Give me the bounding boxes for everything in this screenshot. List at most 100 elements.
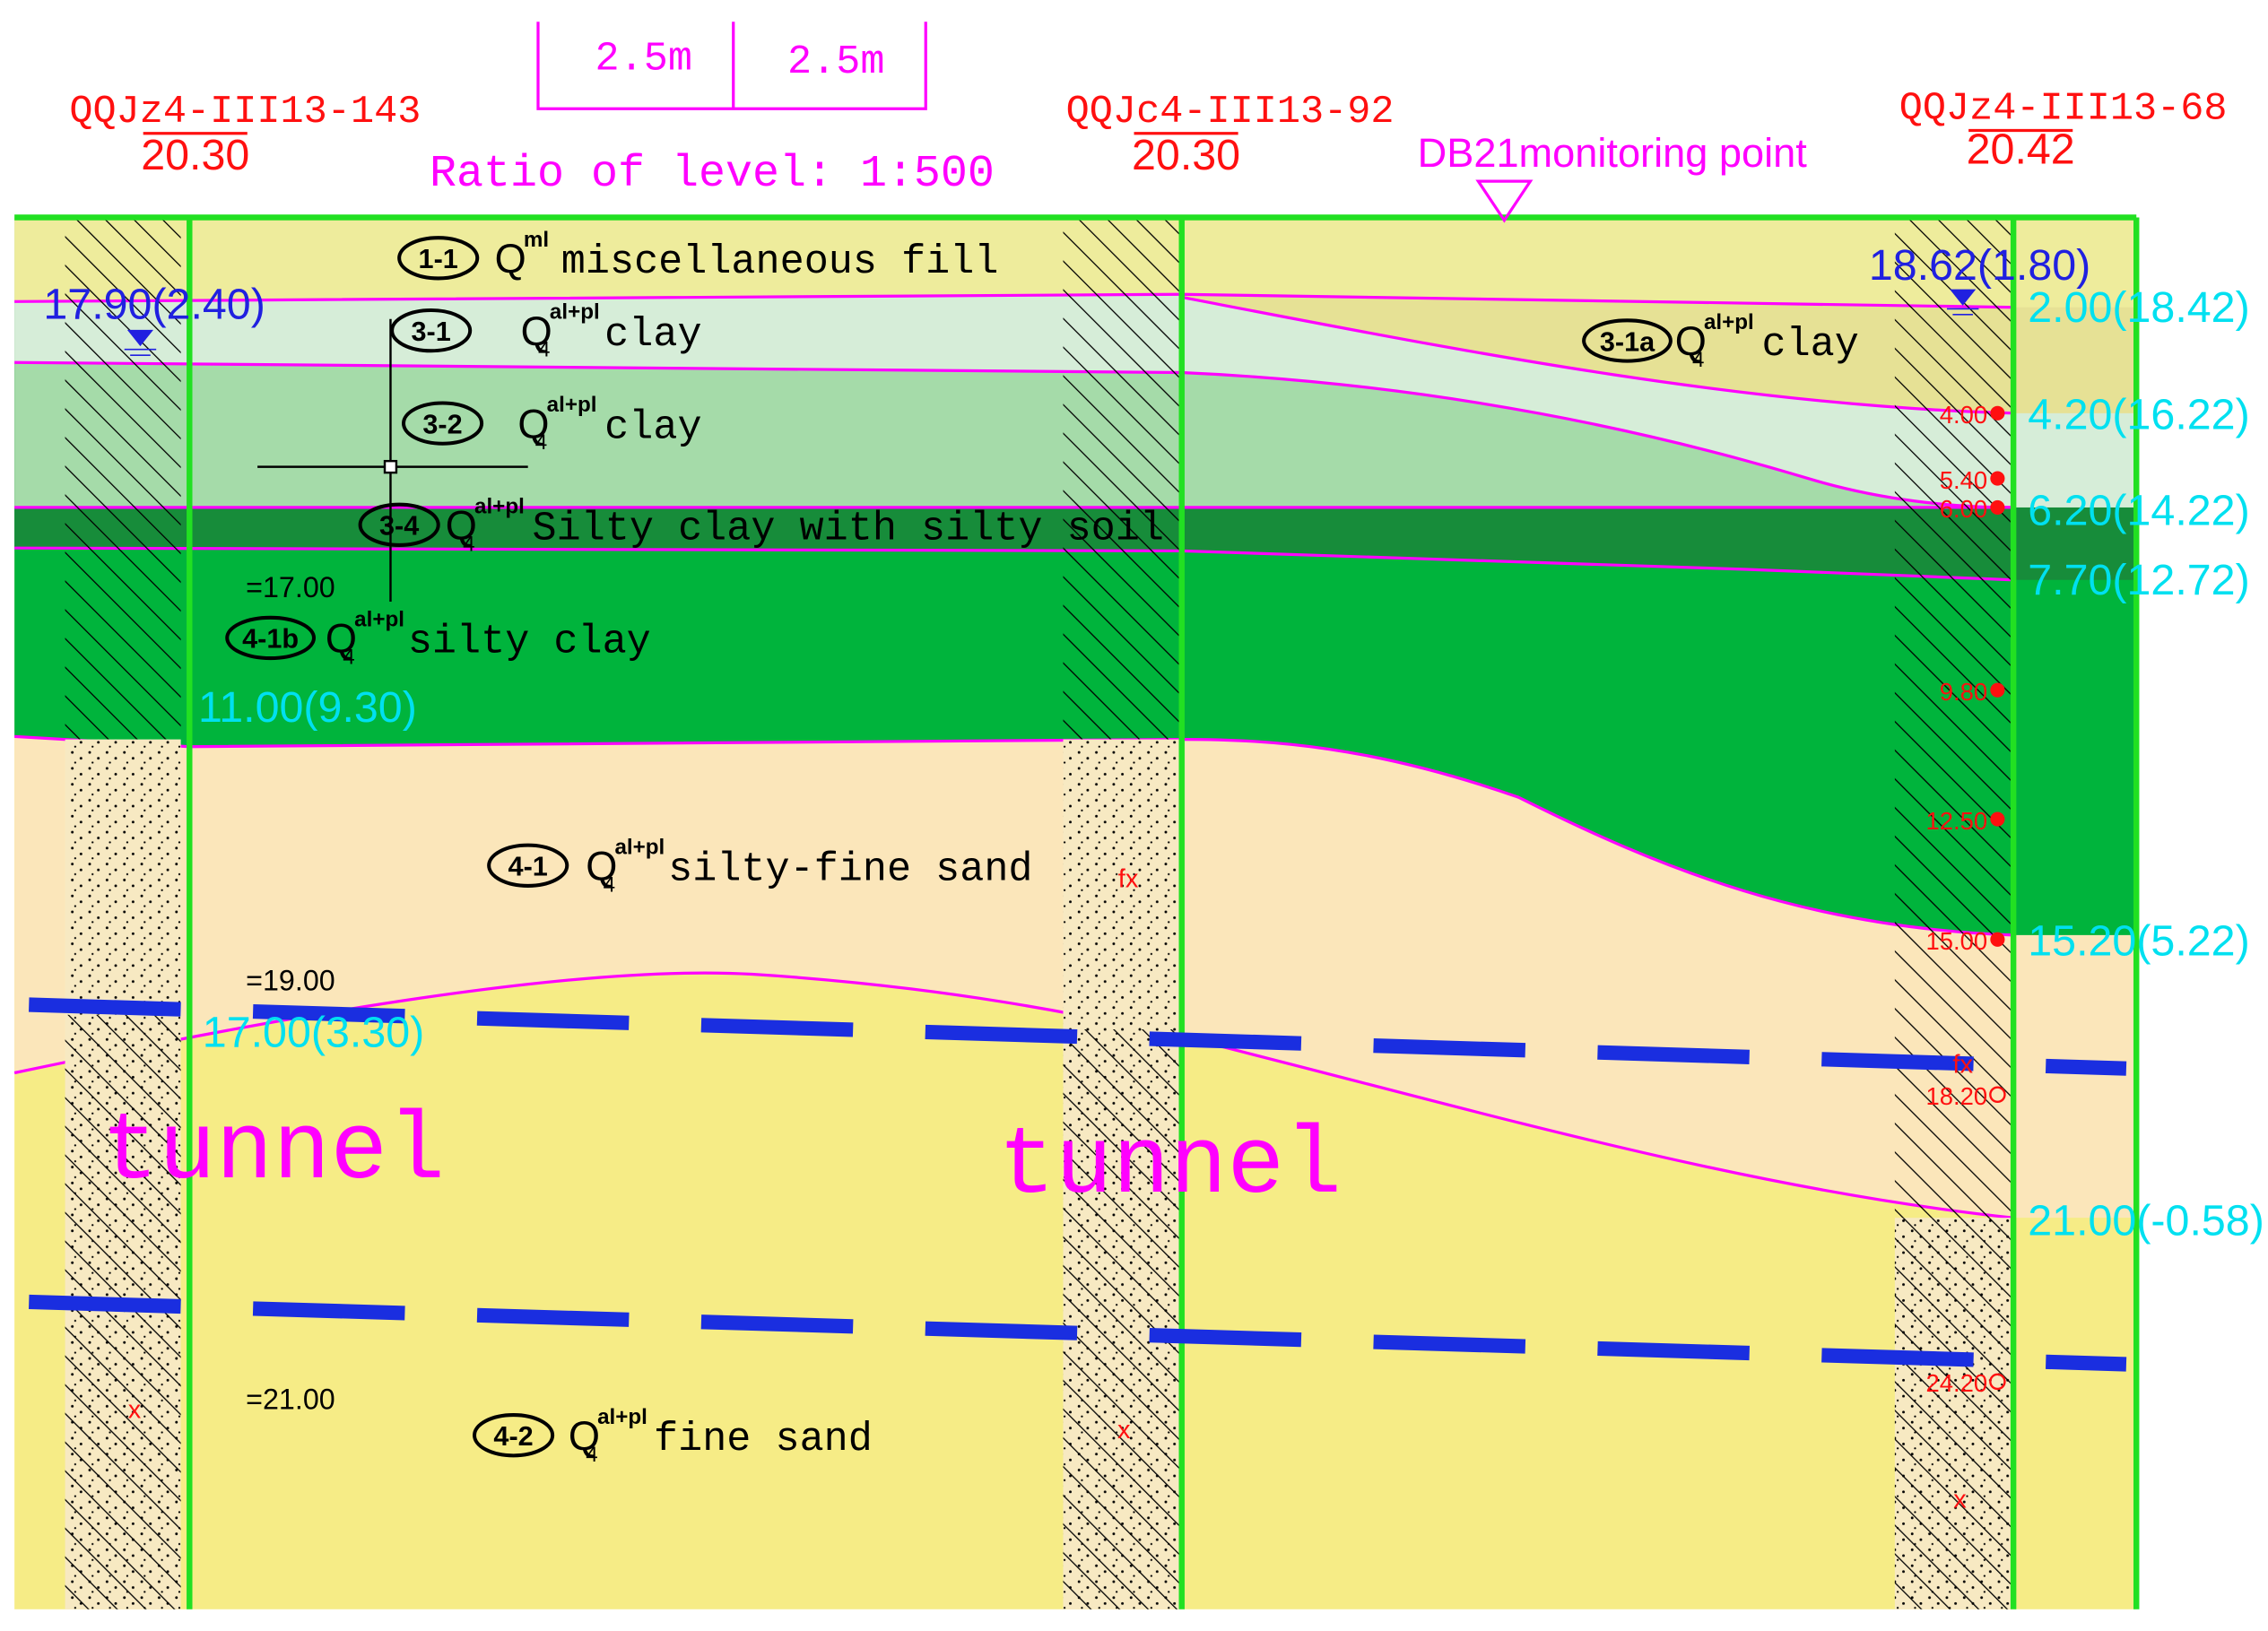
layer-age: Q4al+pl [1675, 310, 1754, 372]
age-superscript: ml [524, 228, 549, 252]
age-symbol: Q [586, 843, 617, 889]
sample-depth: 5.40 [1940, 466, 1987, 494]
tunnel-outline [29, 997, 2127, 1372]
age-subscript: 4 [535, 430, 547, 455]
age-superscript: al+pl [547, 393, 597, 417]
age-superscript: al+pl [354, 607, 404, 631]
layer-name: clay [604, 403, 701, 450]
depth-annotation: 17.00(3.30) [203, 1008, 424, 1056]
layer-code: 3-4 [379, 510, 419, 542]
layer-depth: 6.20(14.22) [2028, 486, 2249, 534]
layer-depth: 7.70(12.72) [2028, 556, 2249, 604]
layer-age: Q4al+pl [326, 607, 404, 669]
layer-code-ring [397, 236, 480, 281]
layer-code: 3-1a [1600, 325, 1655, 357]
layer-label: 4-1b Q4al+pl silty clay [225, 607, 651, 670]
sample-points [1989, 405, 2006, 1391]
layer-label: 3-1 Q4al+pl clay [390, 300, 702, 362]
sample-marker: x [1117, 1416, 1131, 1444]
age-superscript: al+pl [474, 494, 525, 518]
layer-depth: 2.00(18.42) [2028, 283, 2249, 332]
sample-depth: 24.20 [1926, 1369, 1988, 1397]
layer-code-ring [401, 401, 484, 446]
borehole-id: QQJz4-III13-68 [1899, 88, 2228, 132]
scale-bar [536, 22, 927, 110]
age-superscript: al+pl [1704, 310, 1754, 334]
crosshair [257, 318, 528, 603]
layer-depth: 4.20(16.22) [2028, 391, 2249, 439]
layer-label: 3-1a Q4al+pl clay [1582, 310, 1859, 372]
age-superscript: al+pl [597, 1405, 647, 1429]
layer-age: Q4 al+pl [586, 835, 665, 897]
scale-label: 2.5m [595, 36, 692, 82]
frame [14, 214, 2140, 1609]
water-level: 18.62(1.80) [1869, 241, 2090, 290]
layer-code-ring [225, 615, 317, 661]
layer-label: 3-4 Q4al+pl Silty clay with silty soil [358, 494, 1164, 556]
layer-code-ring [358, 502, 440, 547]
layer-code-ring [487, 843, 569, 888]
layer-label: 3-2 Q4al+pl clay [401, 393, 702, 455]
age-symbol: Q [521, 308, 552, 354]
age-subscript: 4 [538, 338, 550, 362]
age-subscript: 4 [343, 646, 354, 670]
water-level: 17.90(2.40) [43, 281, 265, 329]
layer-age: Q4al+pl [569, 1405, 647, 1467]
age-subscript: 4 [463, 532, 474, 556]
sample-marker: x [1953, 1486, 1967, 1514]
sample-depth: 15.00 [1926, 927, 1988, 955]
scale-ratio: Ratio of level: 1:500 [430, 149, 995, 200]
age-subscript: 4 [604, 872, 615, 897]
water-level-symbol [124, 289, 1979, 356]
sample-depth: 12.50 [1926, 807, 1988, 835]
layer-boundaries [13, 292, 2014, 1219]
borehole-elevation: 20.30 [141, 131, 249, 179]
layer-name: silty clay [408, 619, 651, 665]
borehole-id: QQJz4-III13-143 [69, 91, 421, 134]
layer-code: 4-1b [242, 623, 299, 655]
age-subscript: 4 [586, 1443, 597, 1467]
layer-age: Qml [495, 228, 549, 282]
age-symbol: Q [446, 502, 477, 548]
borehole-id: QQJc4-III13-92 [1066, 91, 1395, 134]
layer-code: 3-1 [411, 316, 450, 347]
sample-marker: fx [1952, 1050, 1973, 1079]
layer-age: Q4al+pl [521, 300, 600, 362]
scale-label: 2.5m [787, 39, 884, 85]
sample-marker: fx [1118, 865, 1139, 894]
sample-depth: 6.00 [1940, 495, 1987, 523]
tunnel-label: tunnel [998, 1113, 1342, 1221]
layer-depth: 21.00(-0.58) [2028, 1197, 2264, 1245]
age-symbol: Q [1675, 318, 1707, 364]
age-symbol: Q [326, 616, 357, 662]
age-symbol: Q [569, 1413, 600, 1459]
layer-code: 1-1 [419, 243, 458, 274]
layer-depth: 15.20(5.22) [2028, 916, 2249, 965]
layer-label: 4-1 Q4 al+pl silty-fine sand [487, 835, 1033, 897]
layer-code: 3-2 [422, 408, 462, 439]
layer-label: 4-2 Q4al+pl fine sand [473, 1405, 873, 1467]
age-symbol: Q [495, 236, 526, 282]
sample-marker: x [128, 1395, 142, 1424]
age-superscript: al+pl [614, 835, 665, 859]
depth-annotation: =21.00 [246, 1384, 335, 1416]
sample-depth: 4.00 [1940, 401, 1987, 429]
age-superscript: al+pl [550, 300, 600, 325]
sample-depth: 9.80 [1940, 678, 1987, 706]
layer-code-ring [1582, 318, 1673, 363]
sample-depth: 18.20 [1926, 1082, 1988, 1110]
age-subscript: 4 [1692, 348, 1704, 372]
layer-name: fine sand [654, 1416, 873, 1462]
depth-annotation: =19.00 [246, 964, 335, 996]
layer-code: 4-2 [493, 1420, 533, 1452]
layer-code-ring [390, 308, 473, 353]
monitoring-marker [1475, 179, 1534, 223]
monitoring-label: DB21monitoring point [1418, 130, 1808, 176]
boreholes [65, 217, 2011, 1609]
layer-name: silty-fine sand [668, 846, 1032, 892]
layer-code: 4-1 [508, 851, 548, 882]
tunnel-label: tunnel [101, 1098, 445, 1207]
layer-label: 1-1 Qml miscellaneous fill [397, 228, 999, 285]
layer-name: clay [1761, 321, 1858, 368]
layer-name: miscellaneous fill [561, 239, 999, 285]
